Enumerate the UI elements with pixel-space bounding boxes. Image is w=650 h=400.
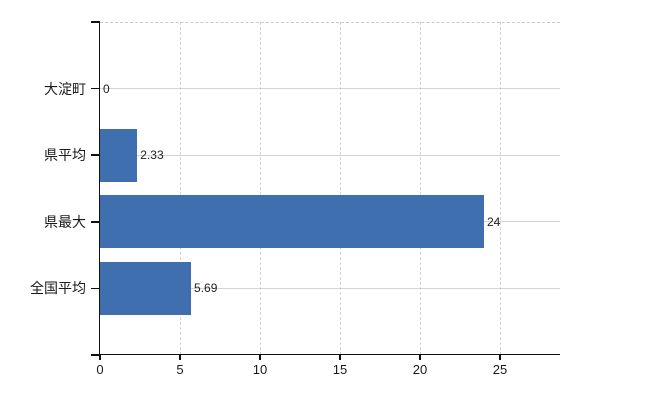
v-gridline	[499, 22, 501, 355]
plot-top-border	[100, 22, 560, 23]
y-tick	[91, 287, 100, 290]
x-tick	[339, 355, 341, 360]
x-tick-label: 20	[412, 362, 428, 377]
bar-value-label: 24	[487, 214, 501, 229]
y-axis-line	[98, 22, 100, 359]
plot-area: 0 2.33 24 5.69	[100, 22, 560, 355]
h-gridline	[100, 154, 560, 156]
y-tick	[91, 221, 100, 223]
x-tick-label: 5	[176, 362, 184, 377]
v-gridline	[419, 22, 421, 355]
bar-value-label: 2.33	[140, 148, 164, 163]
x-tick-label: 15	[332, 362, 348, 377]
x-tick	[259, 355, 261, 360]
v-gridline	[339, 22, 341, 355]
y-tick	[91, 354, 100, 356]
x-tick-label: 25	[492, 362, 508, 377]
x-axis-line	[100, 353, 560, 355]
x-tick-label: 0	[96, 362, 104, 377]
category-label: 大淀町	[44, 80, 86, 97]
bar	[100, 261, 192, 315]
x-tick	[99, 355, 101, 360]
bar-value-label: 0	[103, 81, 110, 96]
y-tick	[91, 87, 100, 90]
category-label: 全国平均	[30, 280, 86, 297]
v-gridline	[179, 22, 181, 355]
y-tick	[91, 21, 100, 23]
x-tick-label: 10	[252, 362, 268, 377]
h-gridline	[100, 88, 560, 90]
x-tick	[499, 355, 501, 360]
category-label: 県平均	[44, 147, 86, 164]
bar	[100, 128, 138, 182]
category-label: 県最大	[44, 213, 86, 230]
h-gridline	[100, 287, 560, 289]
y-tick	[91, 154, 100, 156]
x-tick	[179, 355, 181, 360]
bar	[100, 195, 484, 249]
v-gridline	[259, 22, 261, 355]
bar-value-label: 5.69	[194, 281, 218, 296]
x-tick	[419, 355, 421, 360]
